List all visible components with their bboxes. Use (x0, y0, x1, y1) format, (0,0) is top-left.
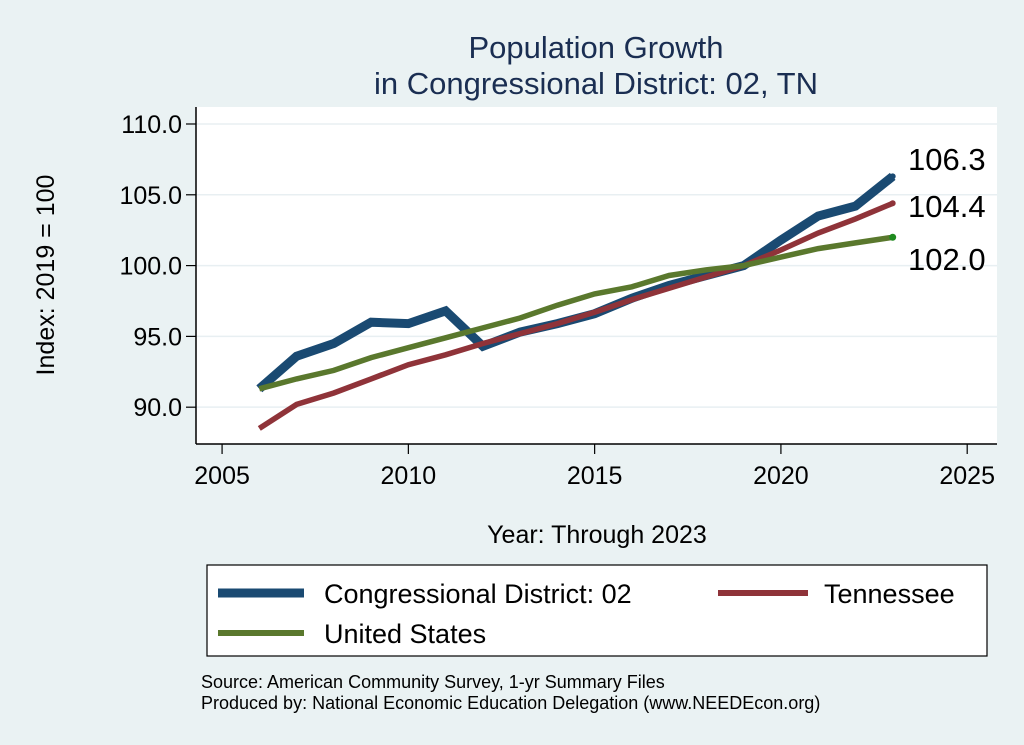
chart-title-line-2: in Congressional District: 02, TN (374, 66, 818, 101)
end-labels: 106.3 104.4 102.0 (908, 142, 986, 277)
x-axis-title: Year: Through 2023 (487, 521, 707, 549)
series-end-marker (889, 233, 897, 241)
x-tick-label: 2015 (567, 462, 623, 490)
y-tick-label: 105.0 (119, 182, 182, 210)
x-tick-label: 2005 (194, 462, 250, 490)
series-end-marker (889, 200, 896, 207)
y-tick-label: 110.0 (121, 111, 182, 139)
end-label-tennessee: 104.4 (908, 189, 986, 224)
y-tick-label: 95.0 (133, 323, 182, 351)
legend: Congressional District: 02 Tennessee Uni… (206, 564, 988, 657)
producer-note: Produced by: National Economic Education… (201, 693, 820, 713)
plot-area (196, 107, 997, 444)
y-axis-title: Index: 2019 = 100 (32, 175, 60, 376)
y-tick-label: 90.0 (133, 394, 182, 422)
legend-label-united-states: United States (324, 619, 486, 649)
chart-title-line-1: Population Growth (468, 30, 723, 65)
x-tick-label: 2010 (381, 462, 437, 490)
x-axis-ticks: 2005 2010 2015 2020 2025 (194, 444, 995, 490)
source-note: Source: American Community Survey, 1-yr … (201, 672, 665, 692)
x-tick-label: 2025 (939, 462, 995, 490)
end-label-congressional-district-02: 106.3 (908, 142, 986, 177)
series-end-marker (889, 173, 896, 180)
end-label-united-states: 102.0 (908, 242, 986, 277)
series-line-tennessee (257, 200, 894, 431)
legend-label-cd02: Congressional District: 02 (324, 579, 632, 609)
x-tick-label: 2020 (753, 462, 809, 490)
y-axis-ticks: 90.0 95.0 100.0 105.0 110.0 (119, 111, 196, 422)
legend-box (206, 564, 988, 657)
legend-label-tennessee: Tennessee (824, 579, 955, 609)
series-line-united-states (258, 234, 894, 392)
y-tick-label: 100.0 (119, 253, 182, 281)
series-lines (256, 172, 897, 431)
